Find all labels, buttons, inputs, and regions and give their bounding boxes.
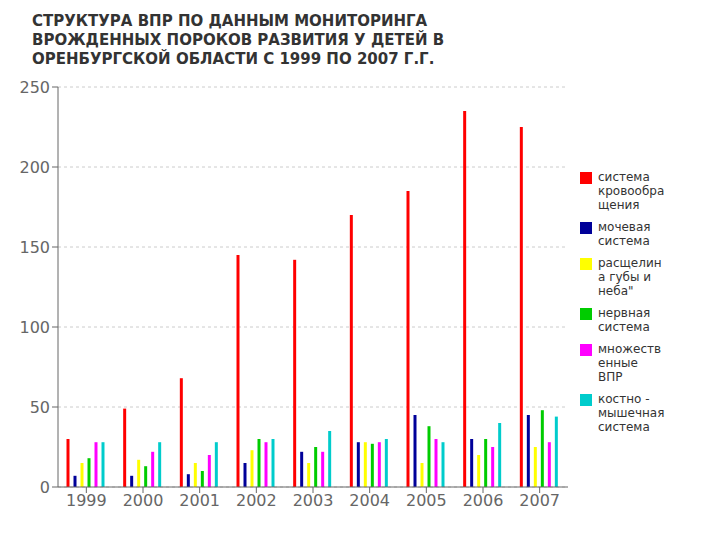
- html-text:расщелин а губы и неба": расщелин а губы и неба": [598, 256, 662, 298]
- svg-text:100: 100: [19, 318, 50, 337]
- html-text:система кровообра щения: система кровообра щения: [598, 170, 665, 212]
- html-text:костно - мышечная система: костно - мышечная система: [598, 392, 665, 434]
- svg-text:2007: 2007: [519, 491, 560, 510]
- svg-text:2005: 2005: [406, 491, 447, 510]
- svg-text:50: 50: [30, 398, 50, 417]
- html-text:нервная система: нервная система: [598, 306, 651, 334]
- html-text:мочевая система: мочевая система: [598, 220, 651, 248]
- svg-text:2006: 2006: [463, 491, 504, 510]
- html-text:множеств енные ВПР: множеств енные ВПР: [598, 342, 662, 384]
- html-text:СТРУКТУРА ВПР ПО ДАННЫМ МОНИТО: СТРУКТУРА ВПР ПО ДАННЫМ МОНИТОРИНГА ВРОЖ…: [32, 12, 445, 68]
- svg-text:2002: 2002: [236, 491, 277, 510]
- svg-text:2003: 2003: [293, 491, 334, 510]
- svg-text:150: 150: [19, 238, 50, 257]
- svg-text:0: 0: [40, 478, 50, 497]
- svg-text:200: 200: [19, 158, 50, 177]
- svg-text:2001: 2001: [179, 491, 220, 510]
- svg-text:250: 250: [19, 78, 50, 97]
- svg-text:2000: 2000: [123, 491, 164, 510]
- svg-text:2004: 2004: [349, 491, 390, 510]
- svg-text:1999: 1999: [66, 491, 107, 510]
